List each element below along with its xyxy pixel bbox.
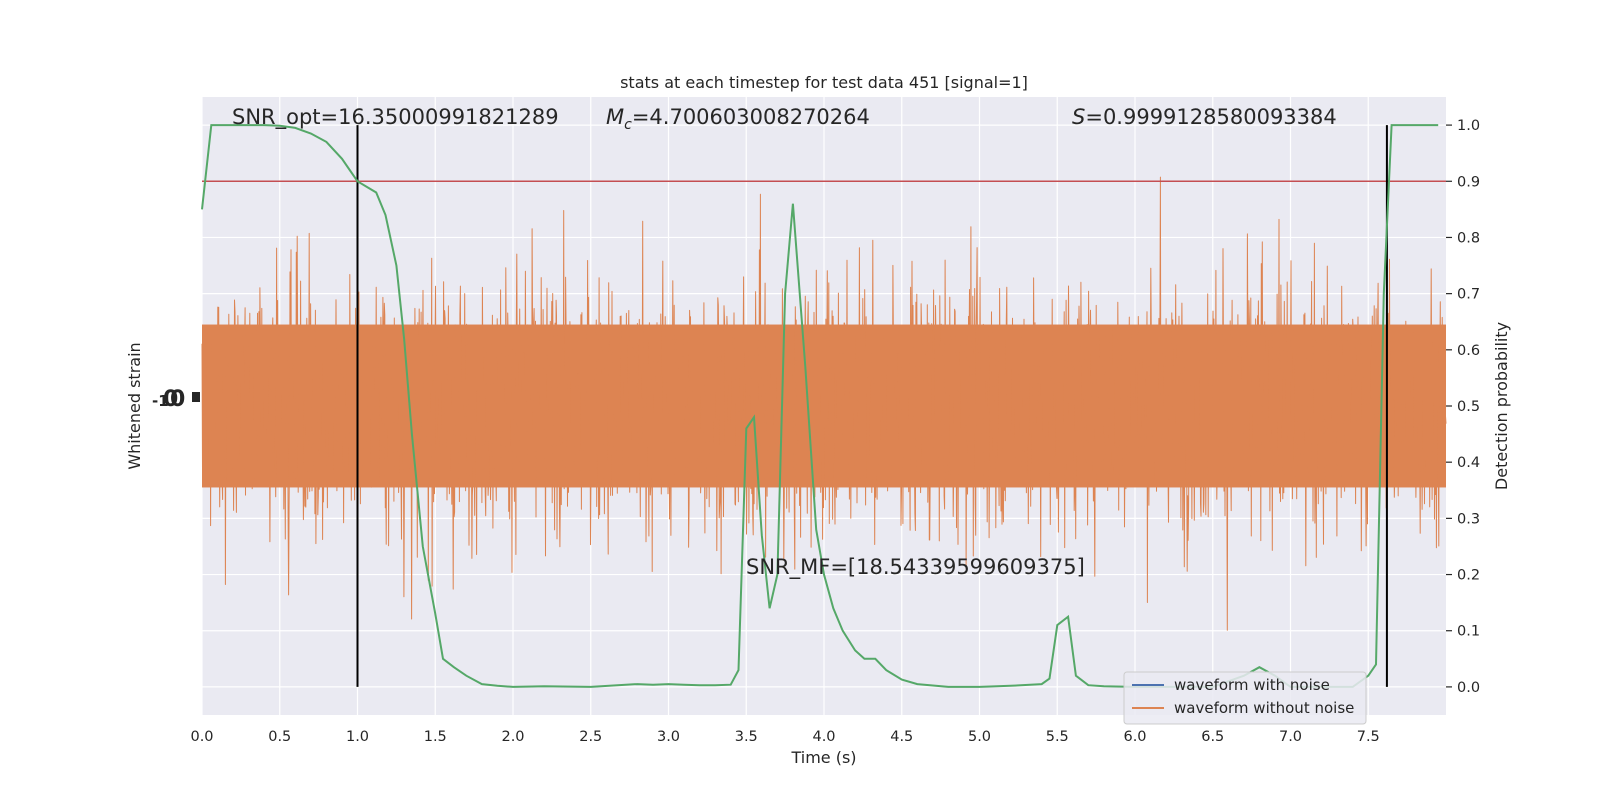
svg-text:0: 0 — [163, 387, 178, 412]
x-tick-label: 7.5 — [1357, 729, 1380, 745]
svg-text:-1: -1 — [152, 392, 169, 410]
right-y-tick-label: 0.7 — [1457, 287, 1480, 303]
x-tick-label: 4.0 — [812, 729, 835, 745]
x-tick-label: 5.5 — [1046, 729, 1069, 745]
x-tick-label: 2.5 — [579, 729, 602, 745]
right-y-tick-label: 0.3 — [1457, 511, 1480, 527]
x-tick-label: 1.5 — [424, 729, 447, 745]
x-tick-label: 0.0 — [190, 729, 213, 745]
snr-opt-annotation: SNR_opt=16.35000991821289 — [232, 105, 559, 130]
right-y-tick-label: 0.8 — [1457, 230, 1480, 246]
legend-box — [1123, 671, 1367, 725]
legend-label-with-noise: waveform with noise — [1174, 676, 1330, 694]
x-tick-label: 6.0 — [1123, 729, 1146, 745]
x-tick-label: 1.0 — [346, 729, 369, 745]
right-y-tick-label: 0.0 — [1457, 680, 1480, 696]
chirp-mass-annotation: Mc=4.700603008270264 — [606, 105, 870, 133]
left-y-axis-label: Whitened strain — [125, 342, 144, 469]
legend: waveform with noise waveform without noi… — [1123, 671, 1367, 725]
right-y-tick-label: 0.1 — [1457, 624, 1480, 640]
snr-mf-annotation: SNR_MF=[18.54339599609375] — [746, 555, 1085, 580]
x-tick-label: 3.0 — [657, 729, 680, 745]
score-annotation: S=0.9999128580093384 — [1072, 105, 1337, 129]
right-y-tick-label: 1.0 — [1457, 118, 1480, 134]
legend-label-without-noise: waveform without noise — [1174, 699, 1354, 717]
right-y-tick-label: 0.6 — [1457, 343, 1480, 359]
chart-title: stats at each timestep for test data 451… — [620, 73, 1028, 92]
right-y-tick-label: 0.2 — [1457, 568, 1480, 584]
x-tick-label: 4.5 — [890, 729, 913, 745]
x-tick-label: 6.5 — [1201, 729, 1224, 745]
right-y-tick-label: 0.9 — [1457, 174, 1480, 190]
x-tick-labels: 0.0 0.5 1.0 1.5 2.0 2.5 3.0 3.5 4.0 4.5 5.0 5.5 6.0 6… — [190, 729, 1379, 745]
right-y-axis-label: Detection probability — [1492, 322, 1511, 490]
x-tick-label: 3.5 — [735, 729, 758, 745]
right-y-tick-labels: 0.0 0.1 0.2 0.3 0.4 0.5 0.6 0.7 0.8 0.9 1.0 — [1446, 118, 1480, 696]
waveform-without-noise-line — [201, 176, 1447, 631]
left-y-tick-labels-collapsed: -1 0 0 — [152, 387, 200, 412]
x-tick-label: 2.0 — [501, 729, 524, 745]
x-tick-label: 5.0 — [968, 729, 991, 745]
x-axis-label: Time (s) — [790, 748, 856, 767]
right-y-tick-label: 0.5 — [1457, 399, 1480, 415]
right-y-tick-label: 0.4 — [1457, 455, 1480, 471]
svg-text:0: 0 — [170, 387, 185, 412]
x-tick-label: 7.0 — [1279, 729, 1302, 745]
x-tick-label: 0.5 — [268, 729, 291, 745]
